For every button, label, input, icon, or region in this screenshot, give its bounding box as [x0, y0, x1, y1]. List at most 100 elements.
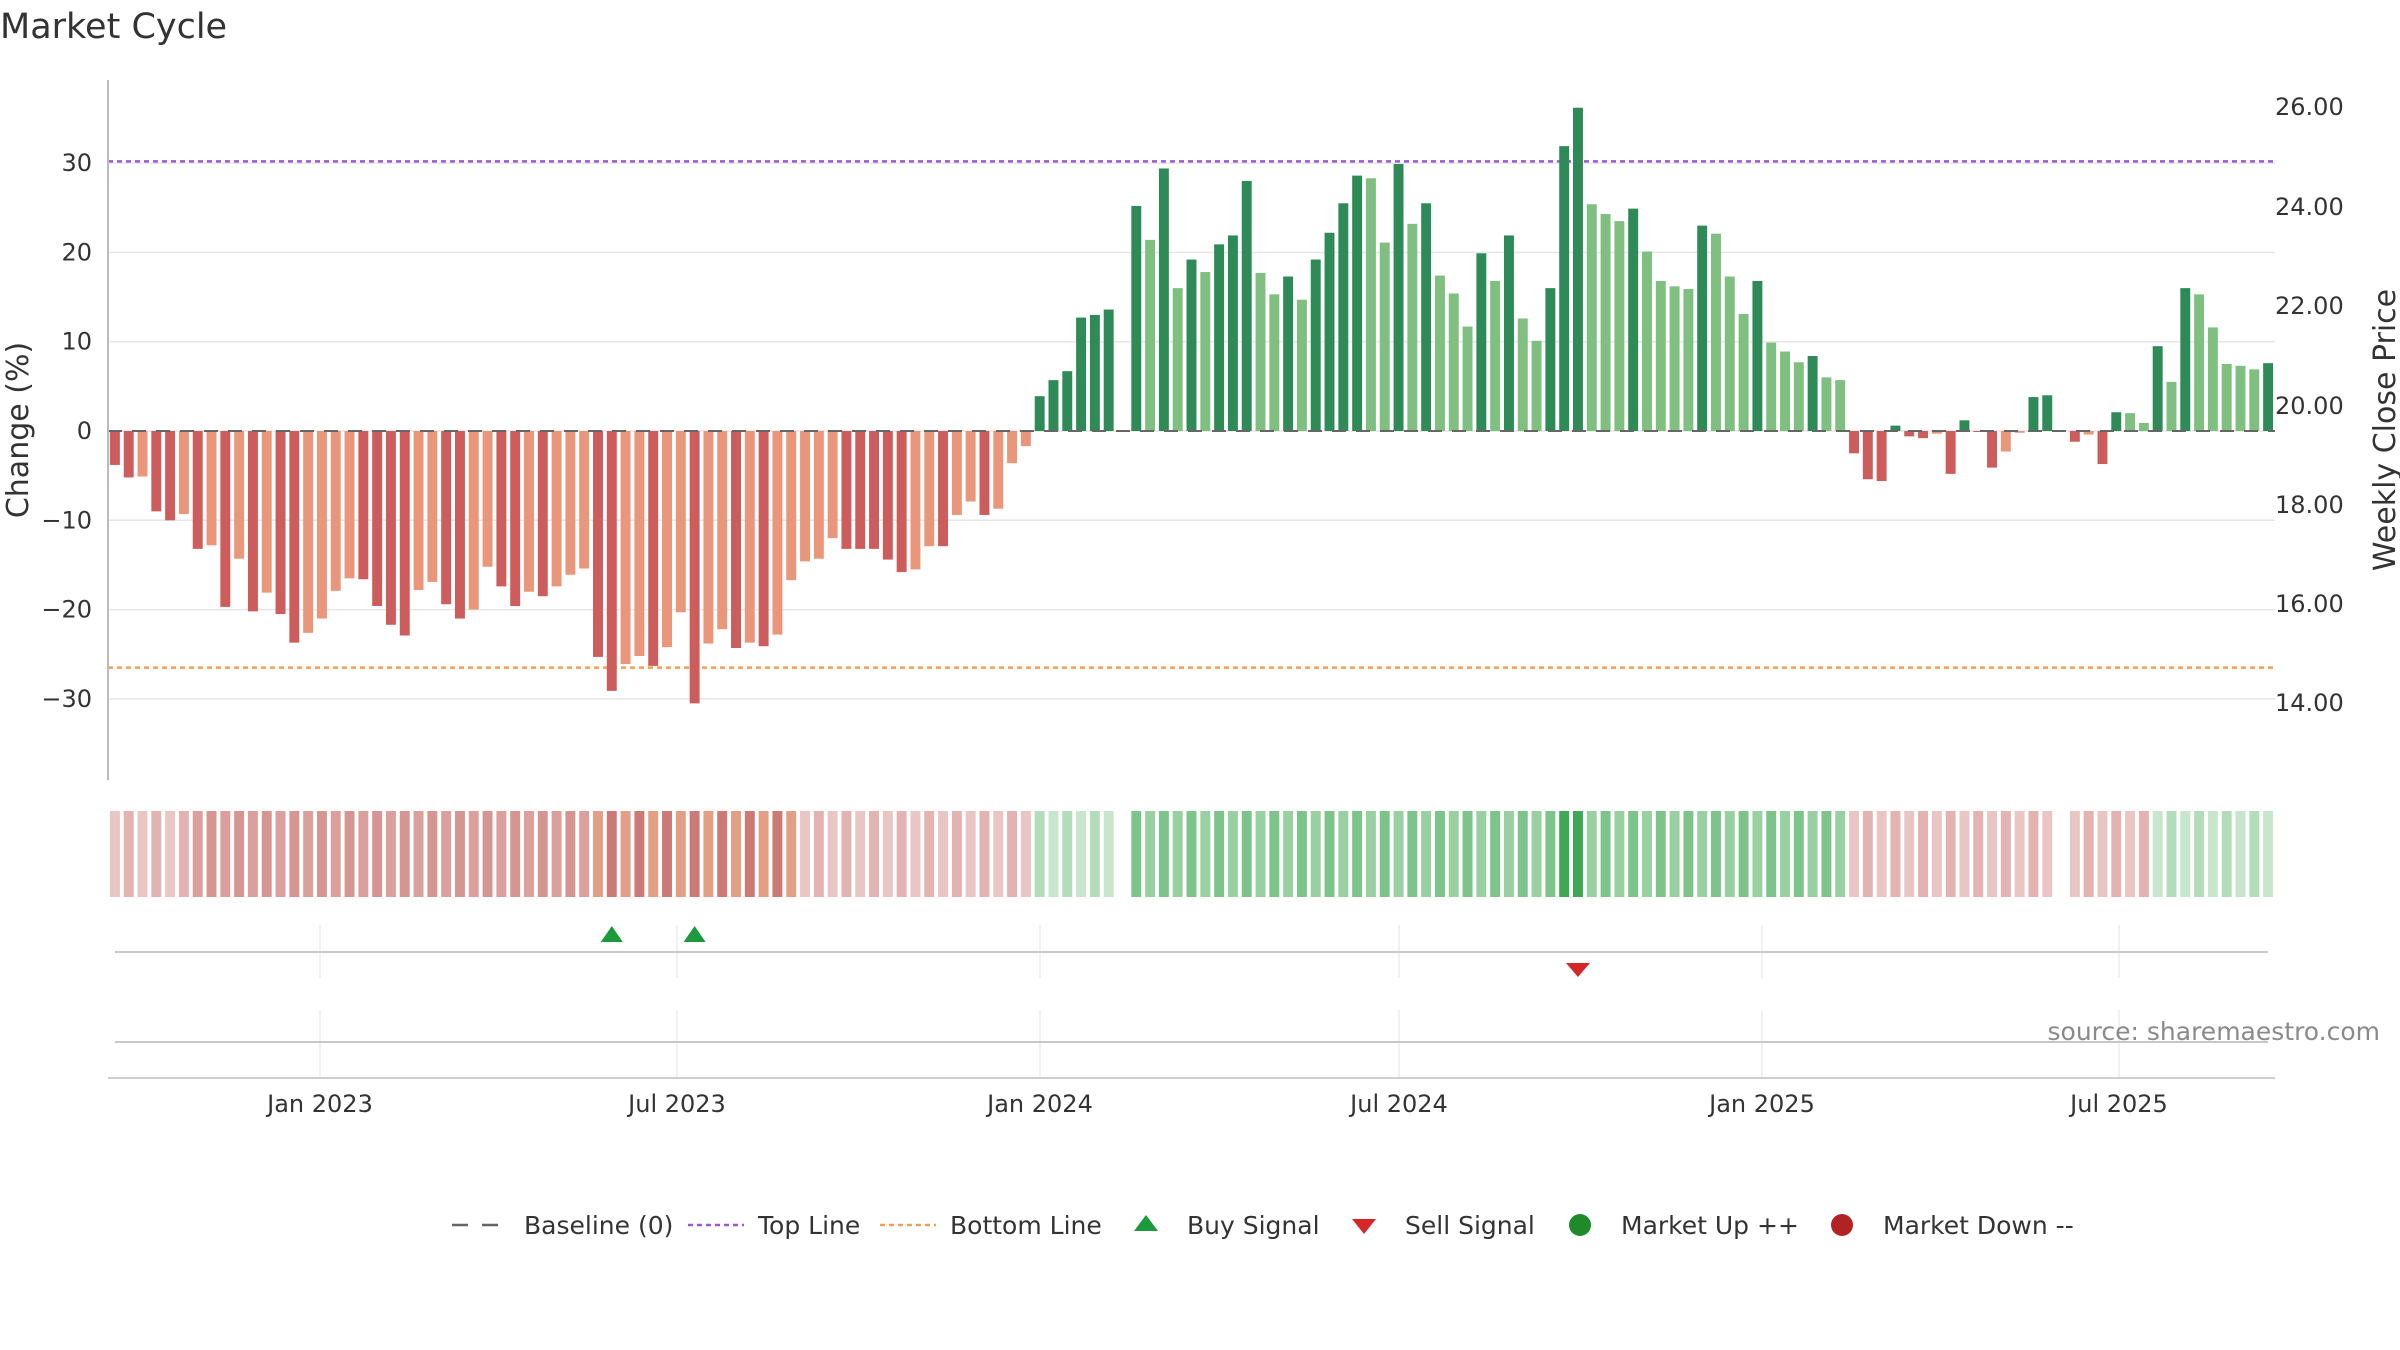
bar: [330, 431, 341, 591]
legend-market-down-swatch: [1831, 1214, 1853, 1236]
bar: [1766, 342, 1777, 431]
reference-lines: [108, 160, 2275, 669]
bar: [1559, 146, 1570, 431]
strength-cell: [1131, 811, 1142, 897]
legend-buy-swatch: [1134, 1215, 1158, 1231]
bar: [2111, 412, 2122, 431]
bar: [275, 431, 286, 615]
signal-markers: [600, 926, 1590, 977]
bar: [372, 431, 383, 607]
bar: [1007, 431, 1018, 464]
strength-cell: [731, 811, 741, 897]
bar: [606, 431, 617, 691]
bar: [2166, 381, 2177, 431]
strength-cell: [744, 811, 755, 897]
strength-cell: [1876, 811, 1887, 897]
strength-cell: [1296, 811, 1307, 897]
strength-cell: [2069, 811, 2080, 897]
strength-cell: [1365, 811, 1376, 897]
strength-cell: [385, 811, 396, 897]
bar: [289, 431, 300, 643]
strength-cell: [1214, 811, 1225, 897]
strength-cell: [1973, 811, 1984, 897]
bar: [1365, 178, 1376, 431]
bar: [1434, 275, 1445, 431]
bar: [1614, 221, 1625, 431]
bar: [910, 431, 921, 570]
strength-cell: [1531, 811, 1542, 897]
strength-cell: [1324, 811, 1335, 897]
strength-cell: [703, 811, 714, 897]
strength-cell: [800, 811, 810, 897]
left-axis-ticks: −30 −20 −10 0 10 20 30: [41, 149, 92, 713]
strength-cell: [2180, 811, 2191, 897]
strength-cell: [1559, 811, 1570, 897]
bar: [192, 431, 203, 549]
bar: [620, 431, 631, 665]
bar: [2083, 431, 2094, 435]
strength-cell: [413, 811, 424, 897]
strength-cell: [869, 811, 880, 897]
strength-cell: [2000, 811, 2011, 897]
x-tick-label: Jan 2025: [1707, 1090, 1815, 1118]
bar: [1048, 380, 1059, 431]
strength-cell: [537, 811, 548, 897]
bar: [2125, 413, 2136, 431]
strength-cell: [579, 811, 590, 897]
strength-cell: [178, 811, 189, 897]
bar: [896, 431, 907, 573]
strength-cell: [524, 811, 534, 897]
bar: [1738, 314, 1749, 431]
bar: [247, 431, 258, 612]
bar: [1462, 326, 1473, 431]
strength-cell: [1145, 811, 1156, 897]
strength-cell: [1586, 811, 1597, 897]
bar: [1200, 272, 1211, 431]
bar: [1393, 163, 1404, 432]
strength-cell: [1186, 811, 1197, 897]
strength-cell: [234, 811, 245, 897]
legend-label: Baseline (0): [524, 1211, 673, 1240]
bar: [206, 431, 217, 546]
bar: [1034, 396, 1045, 431]
bar: [1131, 205, 1142, 431]
bar: [137, 431, 148, 477]
strength-cell: [1407, 811, 1418, 897]
strength-strip: [109, 811, 2274, 897]
bar: [1255, 272, 1266, 431]
strength-cell: [1448, 811, 1459, 897]
strength-cell: [1945, 811, 1956, 897]
bar: [165, 431, 176, 521]
strength-cell: [1821, 811, 1832, 897]
strength-cell: [620, 811, 631, 897]
strength-cell: [675, 811, 686, 897]
strength-cell: [813, 811, 824, 897]
bar: [813, 431, 824, 559]
strength-cell: [827, 811, 838, 897]
bar: [1076, 317, 1087, 431]
left-axis-label: Change (%): [1, 342, 36, 518]
bar: [358, 431, 369, 580]
strength-cell: [1904, 811, 1915, 897]
strength-cell: [1683, 811, 1694, 897]
bar: [1807, 355, 1818, 431]
bottom-panel: [108, 1010, 2275, 1079]
strength-cell: [468, 811, 479, 897]
strength-cell: [1048, 811, 1059, 897]
strength-cell: [1849, 811, 1859, 897]
bar: [537, 431, 548, 597]
bar: [2042, 395, 2053, 431]
right-tick-label: 24.00: [2275, 193, 2344, 221]
bar: [634, 431, 645, 657]
strength-cell: [220, 811, 231, 897]
bar: [2097, 431, 2108, 465]
strength-cell: [1490, 811, 1501, 897]
right-tick-label: 20.00: [2275, 392, 2344, 420]
bar: [1642, 251, 1652, 431]
bar: [1931, 431, 1942, 434]
strength-cell: [1352, 811, 1363, 897]
x-tick-label: Jul 2023: [626, 1090, 726, 1118]
strength-cell: [1987, 811, 1998, 897]
strength-cell: [1545, 811, 1556, 897]
strength-cell: [882, 811, 893, 897]
